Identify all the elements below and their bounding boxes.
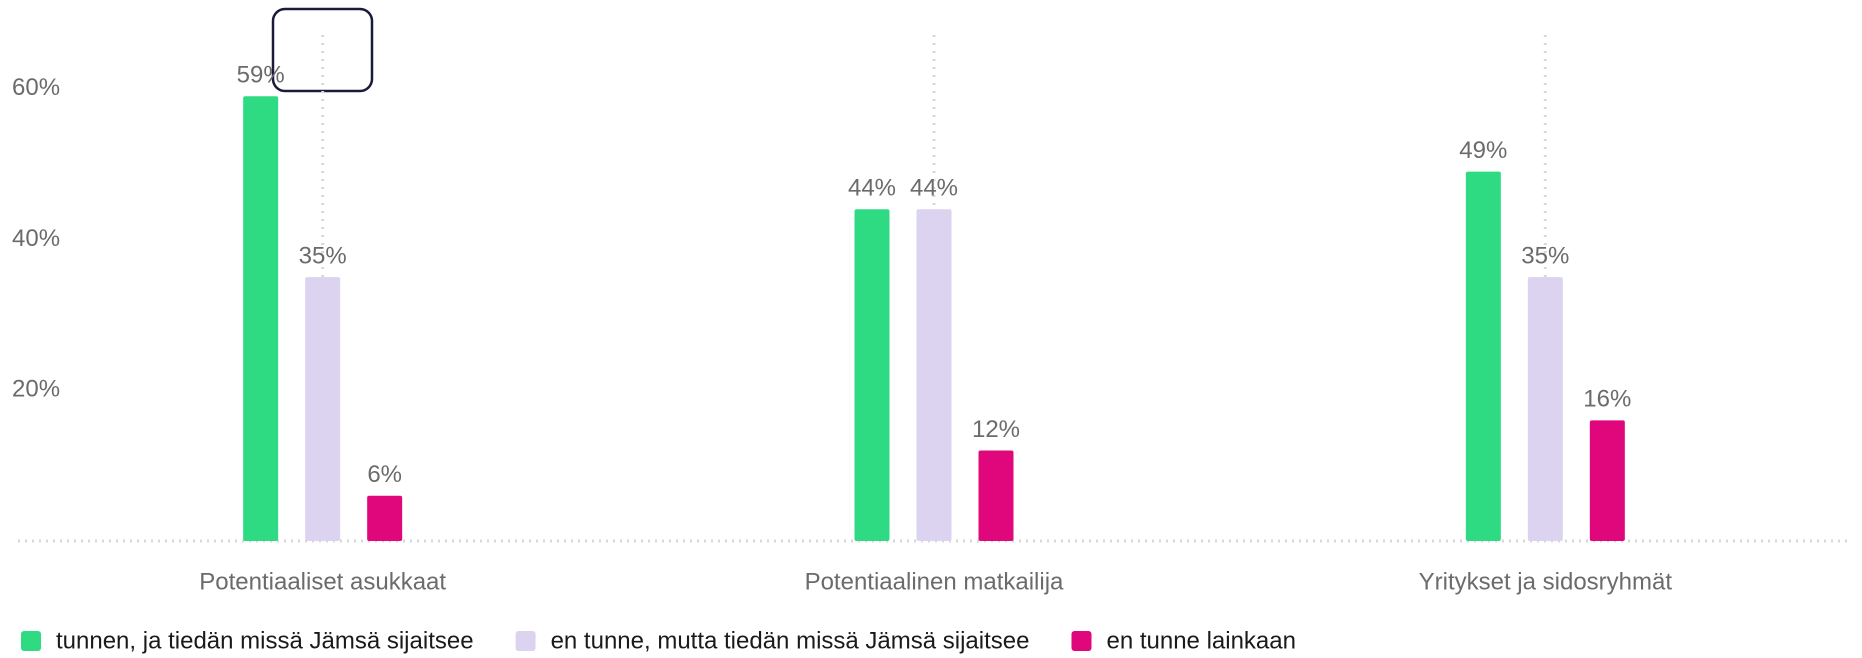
bar bbox=[305, 277, 341, 541]
bar bbox=[367, 495, 403, 541]
y-tick-label: 40% bbox=[12, 225, 60, 252]
y-tick-label: 60% bbox=[12, 74, 60, 101]
value-label: 16% bbox=[1583, 386, 1631, 413]
value-label: 59% bbox=[237, 62, 285, 89]
value-label: 44% bbox=[910, 175, 958, 202]
bar bbox=[1465, 171, 1501, 541]
legend-label: en tunne, mutta tiedän missä Jämsä sijai… bbox=[551, 627, 1030, 654]
legend-label: en tunne lainkaan bbox=[1106, 627, 1296, 654]
x-tick-label: Yritykset ja sidosryhmät bbox=[1419, 568, 1673, 595]
bar bbox=[243, 96, 279, 541]
legend-label: tunnen, ja tiedän missä Jämsä sijaitsee bbox=[56, 627, 474, 654]
value-label: 44% bbox=[848, 175, 896, 202]
legend-swatch bbox=[515, 631, 536, 651]
value-label: 35% bbox=[299, 242, 347, 269]
legend-swatch bbox=[1071, 631, 1092, 651]
bar bbox=[978, 450, 1014, 541]
bar bbox=[1527, 277, 1563, 541]
value-label: 35% bbox=[1521, 242, 1569, 269]
legend-swatch bbox=[21, 631, 41, 651]
bar bbox=[854, 209, 890, 542]
bar bbox=[916, 209, 952, 542]
value-label: 49% bbox=[1459, 137, 1507, 164]
highlight-box bbox=[271, 7, 374, 93]
y-tick-label: 20% bbox=[12, 376, 60, 403]
x-tick-label: Potentiaalinen matkailija bbox=[805, 568, 1064, 595]
value-label: 6% bbox=[367, 461, 402, 488]
x-tick-label: Potentiaaliset asukkaat bbox=[199, 568, 446, 595]
bar bbox=[1589, 420, 1625, 541]
value-label: 12% bbox=[972, 416, 1020, 443]
